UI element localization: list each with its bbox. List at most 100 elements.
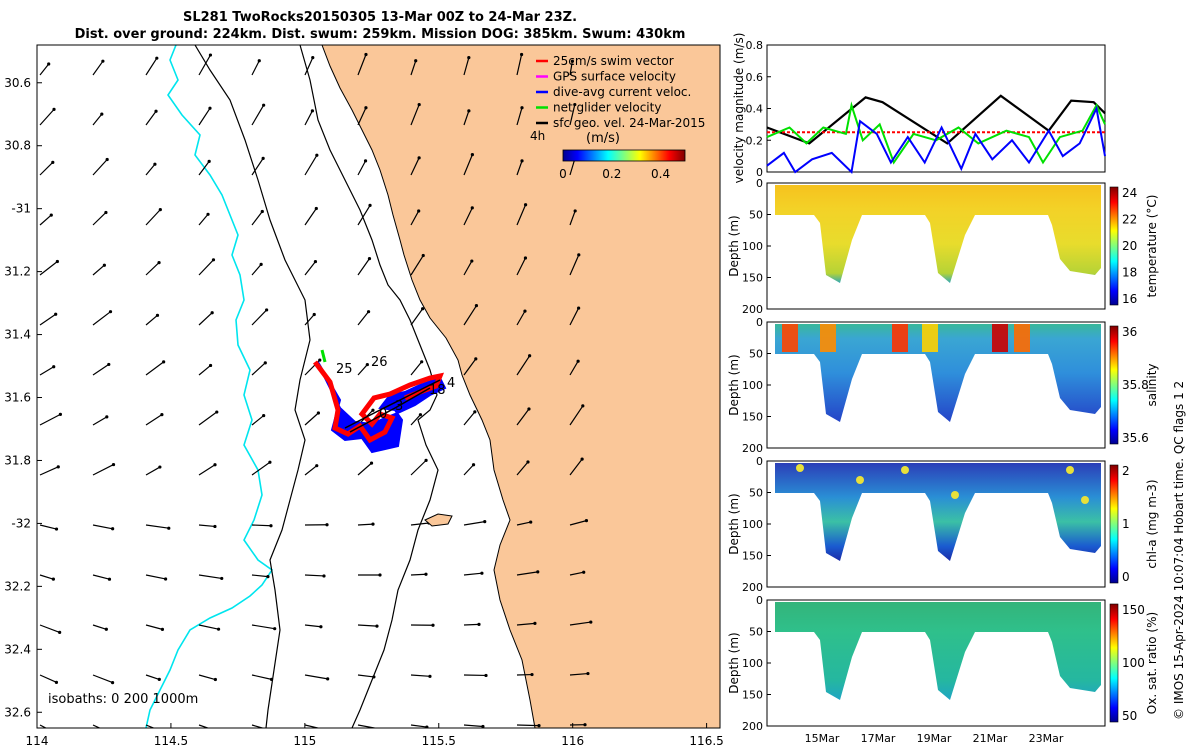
- velocity-arrow: [357, 54, 367, 76]
- velocity-arrow: [39, 214, 52, 226]
- velocity-arrow-head: [263, 361, 267, 365]
- velocity-arrow: [516, 54, 523, 76]
- section-fill: [775, 463, 1101, 561]
- colorbar-tick-label: 36: [1122, 325, 1137, 339]
- isobath-0m: [299, 45, 439, 728]
- section-colorbar-label: Ox. sat. ratio (%): [1145, 612, 1159, 714]
- velocity-arrow-head: [52, 107, 56, 111]
- velocity-arrow-head: [313, 259, 318, 264]
- velocity-arrow-head: [54, 680, 59, 684]
- velocity-arrow-head: [473, 410, 477, 414]
- isobath-200m: [145, 45, 274, 728]
- velocity-arrow-head: [220, 576, 224, 581]
- velocity-arrow-head: [428, 674, 432, 678]
- velocity-arrow: [145, 724, 156, 728]
- chl-patch: [1081, 496, 1089, 504]
- velocity-arrow: [92, 416, 108, 426]
- velocity-arrow: [410, 522, 429, 526]
- velocity-arrow-head: [58, 630, 62, 634]
- depth-tick-label: 100: [742, 518, 763, 531]
- velocity-arrow: [463, 207, 473, 226]
- velocity-arrow-head: [467, 56, 471, 60]
- velocity-arrow-head: [573, 209, 577, 213]
- velocity-arrow-head: [49, 213, 53, 217]
- section-panel-1: 0 50 100 150 200 Depth (m) 16 18 20 22 24 temperatu…: [727, 177, 1159, 316]
- velocity-arrow: [410, 210, 420, 226]
- velocity-arrow: [39, 674, 57, 683]
- velocity-arrow-head: [312, 312, 316, 317]
- velocity-arrow: [39, 313, 57, 326]
- velocity-arrow-head: [213, 463, 217, 467]
- velocity-y-tick-label: 0.6: [746, 71, 764, 84]
- section-colorbar-label: temperature (°C): [1145, 195, 1159, 298]
- velocity-arrow: [463, 110, 470, 126]
- colorbar-tick-label: 22: [1122, 213, 1137, 227]
- velocity-arrow: [92, 212, 107, 226]
- velocity-arrow: [92, 524, 113, 530]
- velocity-arrow-head: [325, 523, 329, 527]
- velocity-arrow: [198, 674, 216, 681]
- velocity-arrow-head: [213, 677, 217, 682]
- velocity-arrow: [410, 674, 430, 677]
- velocity-arrow-head: [208, 363, 213, 368]
- colorbar-tick-label: 20: [1122, 239, 1137, 253]
- depth-ylabel: Depth (m): [727, 493, 741, 554]
- velocity-arrow: [198, 107, 211, 126]
- map-y-tick-label: 31.2: [4, 265, 31, 279]
- velocity-arrow: [198, 574, 222, 580]
- velocity-arrow-head: [107, 362, 111, 367]
- velocity-arrow-head: [581, 404, 585, 408]
- velocity-arrow: [92, 574, 110, 580]
- velocity-arrow: [251, 415, 265, 426]
- depth-tick-label: 0: [756, 177, 763, 190]
- depth-tick-label: 200: [742, 581, 763, 594]
- chl-patch: [796, 464, 804, 472]
- velocity-arrow: [304, 261, 316, 276]
- day-label: 0: [379, 407, 387, 422]
- velocity-arrow: [357, 205, 371, 226]
- velocity-arrow-head: [262, 413, 266, 418]
- velocity-arrow: [251, 211, 263, 226]
- speed-colorbar: [562, 149, 686, 162]
- velocity-arrow-head: [364, 106, 368, 110]
- velocity-arrow-head: [371, 408, 375, 412]
- velocity-arrow-head: [523, 256, 528, 260]
- velocity-arrow-head: [265, 308, 269, 312]
- velocity-arrow-head: [371, 522, 375, 526]
- velocity-arrow: [516, 461, 529, 476]
- velocity-arrow-head: [51, 160, 55, 164]
- velocity-arrow-head: [573, 102, 577, 107]
- day-label: 3: [395, 399, 403, 414]
- map-y-tick-label: 30.8: [4, 139, 31, 153]
- velocity-arrow: [251, 524, 272, 527]
- velocity-arrow: [516, 107, 523, 126]
- velocity-arrow: [251, 158, 264, 176]
- velocity-arrow: [304, 624, 321, 628]
- velocity-arrow: [357, 624, 378, 627]
- velocity-arrow-head: [160, 627, 165, 631]
- velocity-arrow: [198, 411, 218, 426]
- velocity-arrow-head: [316, 411, 321, 415]
- velocity-arrow-head: [418, 413, 423, 417]
- velocity-arrow: [569, 672, 588, 676]
- velocity-arrow: [251, 60, 260, 76]
- velocity-arrow: [145, 163, 156, 176]
- velocity-arrow-head: [315, 464, 319, 468]
- velocity-arrow: [145, 110, 157, 126]
- day-label: 26: [371, 355, 388, 370]
- land-area: [321, 45, 720, 728]
- colorbar-tick-label: 35.6: [1122, 431, 1149, 445]
- velocity-arrow: [92, 60, 104, 76]
- velocity-arrow: [39, 161, 54, 176]
- velocity-arrow: [198, 161, 210, 176]
- velocity-arrow-head: [586, 671, 590, 676]
- velocity-arrow: [198, 724, 210, 728]
- velocity-arrow: [304, 110, 313, 126]
- velocity-arrow: [516, 355, 531, 376]
- velocity-y-tick-label: 0: [756, 166, 763, 179]
- velocity-arrow: [251, 624, 275, 630]
- velocity-arrow-head: [110, 680, 115, 685]
- velocity-arrow-head: [421, 307, 425, 311]
- colorbar-tick-label: 100: [1122, 656, 1145, 670]
- map-y-tick-label: -32: [11, 516, 31, 530]
